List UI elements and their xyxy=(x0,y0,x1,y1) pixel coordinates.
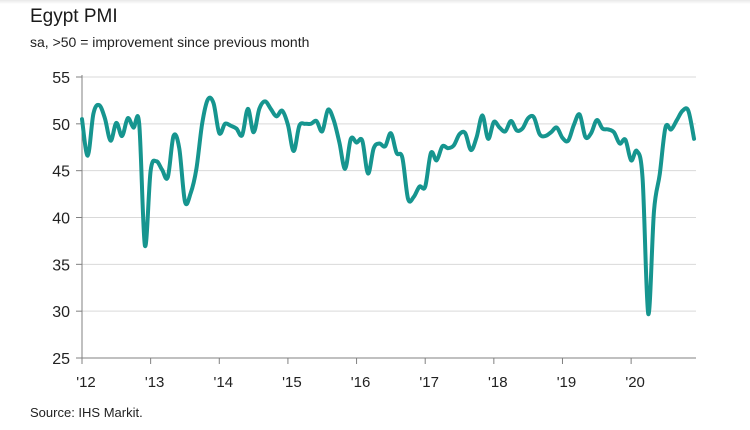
x-tick-label: '13 xyxy=(145,374,165,391)
y-tick-label: 45 xyxy=(52,164,70,181)
y-tick-label: 30 xyxy=(52,304,70,321)
x-tick-label: '17 xyxy=(419,374,439,391)
chart-title: Egypt PMI xyxy=(30,6,118,27)
y-tick-label: 55 xyxy=(52,70,70,87)
series-line-egypt-pmi xyxy=(80,95,697,316)
x-tick-label: '19 xyxy=(557,374,577,391)
source-note: Source: IHS Markit. xyxy=(30,405,143,420)
x-tick-label: '20 xyxy=(625,374,645,391)
x-tick-label: '15 xyxy=(282,374,302,391)
y-tick-label: 35 xyxy=(52,257,70,274)
series-layer xyxy=(80,95,697,316)
x-tick-label: '12 xyxy=(76,374,96,391)
y-tick-label: 50 xyxy=(52,117,70,134)
x-tick-label: '14 xyxy=(213,374,233,391)
x-axis: '12 '13 '14 '15 '16 '17 '18 '19 '20 xyxy=(76,357,696,391)
y-tick-label: 40 xyxy=(52,211,70,228)
gridlines xyxy=(82,76,696,312)
x-tick-label: '16 xyxy=(351,374,371,391)
y-tick-label: 25 xyxy=(52,351,70,368)
top-edge-shadow xyxy=(0,0,750,4)
y-axis: 25 30 35 40 45 50 55 xyxy=(52,70,83,368)
x-tick-label: '18 xyxy=(488,374,508,391)
chart-subtitle: sa, >50 = improvement since previous mon… xyxy=(30,34,310,50)
